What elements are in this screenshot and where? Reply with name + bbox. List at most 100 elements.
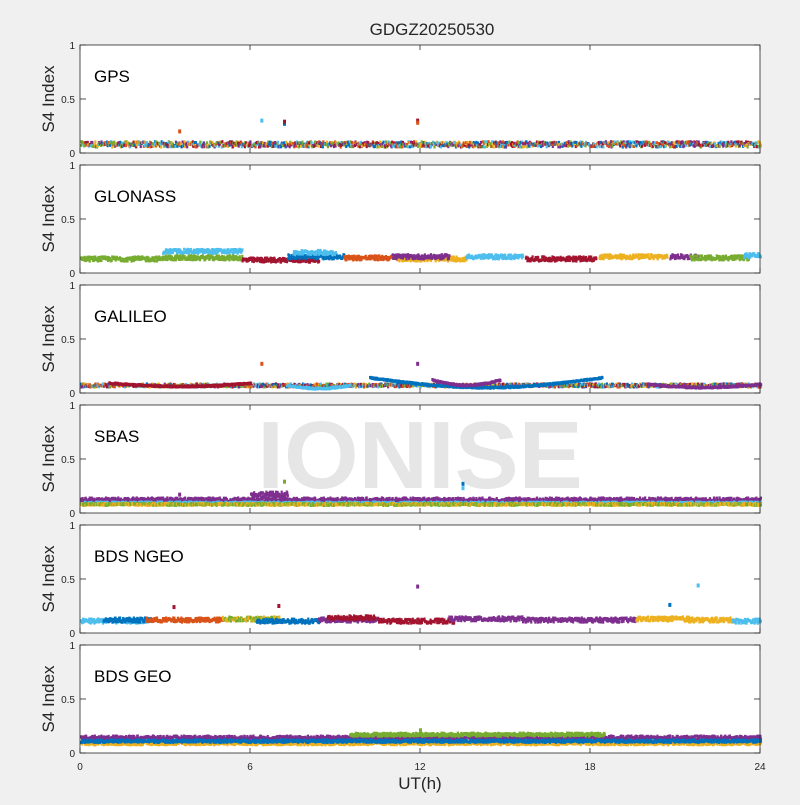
data-point [433, 145, 435, 148]
data-point [301, 141, 303, 144]
data-point [622, 146, 624, 149]
data-point [351, 141, 353, 144]
data-point [345, 145, 347, 148]
system-label: GLONASS [94, 187, 176, 206]
data-point [318, 260, 320, 263]
data-point [719, 145, 721, 148]
data-point [94, 140, 96, 143]
data-point [546, 145, 548, 148]
data-point [248, 144, 250, 147]
data-point [531, 255, 533, 258]
data-point [91, 256, 93, 259]
outlier-point [283, 120, 286, 124]
data-point [745, 140, 747, 143]
data-point [277, 141, 279, 144]
data-point [602, 145, 604, 148]
data-point [228, 258, 230, 261]
data-point [93, 259, 95, 262]
outlier-point [178, 129, 181, 133]
data-point [430, 253, 432, 256]
data-point [188, 251, 190, 254]
data-point [201, 145, 203, 148]
outlier-point [416, 121, 419, 125]
data-point [669, 145, 671, 148]
data-point [647, 253, 649, 256]
data-point [627, 140, 629, 143]
data-point [421, 140, 423, 143]
data-point [275, 145, 277, 148]
plot-area [80, 285, 760, 393]
data-point [322, 145, 324, 148]
data-point [603, 257, 605, 260]
data-point [641, 145, 643, 148]
data-point [221, 140, 223, 143]
data-point [382, 141, 384, 144]
x-axis-label: UT(h) [398, 774, 441, 793]
data-point [480, 141, 482, 144]
data-point [146, 141, 148, 144]
data-point [195, 141, 197, 144]
data-point [209, 145, 211, 148]
data-point [448, 254, 450, 257]
data-point [367, 141, 369, 144]
data-point [528, 145, 530, 148]
data-point [537, 144, 539, 147]
data-point [392, 253, 394, 256]
data-point [100, 259, 102, 262]
data-point [249, 140, 251, 143]
data-point [295, 257, 297, 260]
data-point [585, 256, 587, 259]
data-point [666, 256, 668, 259]
data-point [484, 145, 486, 148]
data-point [656, 141, 658, 144]
data-point [232, 254, 234, 257]
data-point [125, 144, 127, 147]
data-point [140, 145, 142, 148]
data-point [601, 376, 603, 379]
data-point [133, 141, 135, 144]
data-point [446, 254, 448, 257]
data-point [737, 140, 739, 143]
data-point [385, 140, 387, 143]
y-tick-label: 1 [69, 41, 75, 52]
data-point [522, 255, 524, 258]
data-point [274, 141, 276, 144]
data-point [518, 141, 520, 144]
data-point [308, 144, 310, 147]
data-point [119, 141, 121, 144]
y-axis-label: S4 Index [39, 185, 58, 253]
y-tick-label: 0 [69, 149, 75, 160]
y-tick-label: 1 [69, 161, 75, 172]
data-point [113, 141, 115, 144]
data-point [109, 144, 111, 147]
data-point [311, 141, 313, 144]
data-point [272, 145, 274, 148]
outlier-point [260, 119, 263, 123]
data-point [639, 141, 641, 144]
data-point [610, 140, 612, 143]
data-point [241, 248, 243, 251]
data-point [696, 254, 698, 257]
data-point [82, 141, 84, 144]
data-point [537, 256, 539, 259]
data-point [199, 141, 201, 144]
data-point [372, 142, 374, 145]
data-point [300, 145, 302, 148]
data-point [374, 145, 376, 148]
data-point [89, 260, 91, 263]
data-point [335, 251, 337, 254]
data-point [566, 141, 568, 144]
data-point [595, 257, 597, 260]
y-tick-label: 0.5 [61, 215, 75, 226]
system-label: GPS [94, 67, 130, 86]
data-point [107, 144, 109, 147]
data-point [448, 257, 450, 260]
data-point [485, 140, 487, 143]
data-point [160, 146, 162, 149]
data-point [154, 259, 156, 262]
data-point [407, 145, 409, 148]
